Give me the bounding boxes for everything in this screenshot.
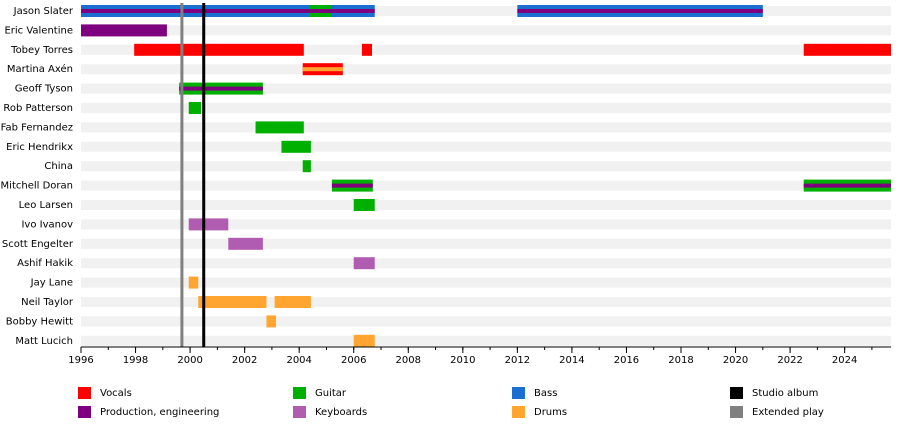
- period-bar: [274, 296, 311, 308]
- x-tick-label: 2024: [832, 355, 857, 366]
- secondary-stripe: [331, 183, 373, 188]
- member-name: Neil Taylor: [21, 297, 74, 308]
- x-tick-label: 2012: [505, 355, 530, 366]
- x-tick-label: 2002: [232, 355, 257, 366]
- period-bar: [803, 43, 891, 56]
- legend-label: Studio album: [752, 388, 818, 399]
- period-bar: [188, 102, 201, 114]
- row-band: [81, 161, 891, 172]
- legend-label: Drums: [534, 407, 567, 418]
- legend-swatch: [78, 387, 91, 399]
- period-bar: [134, 43, 304, 56]
- legend-swatch: [293, 387, 306, 399]
- period-bar: [266, 315, 276, 328]
- secondary-stripe: [179, 86, 263, 91]
- member-name: Geoff Tyson: [15, 84, 73, 95]
- x-tick-label: 2006: [341, 355, 366, 366]
- member-name: Mitchell Doran: [1, 181, 73, 192]
- legend-swatch: [293, 406, 306, 418]
- legend-swatch: [512, 406, 525, 418]
- row-band: [81, 200, 891, 210]
- member-name: Rob Patterson: [3, 103, 73, 114]
- member-name: Ivo Ivanov: [21, 219, 73, 230]
- row-band: [81, 122, 891, 133]
- x-tick-label: 2008: [396, 355, 421, 366]
- x-tick-label: 2020: [723, 355, 748, 366]
- legend-label: Vocals: [100, 388, 132, 399]
- row-band: [81, 335, 891, 346]
- member-name: Eric Hendrikx: [6, 142, 73, 153]
- row-band: [81, 277, 891, 288]
- row-band: [81, 219, 891, 230]
- secondary-stripe: [81, 9, 375, 13]
- row-band: [81, 238, 891, 249]
- x-tick-label: 2016: [614, 355, 639, 366]
- period-bar: [361, 43, 372, 56]
- period-bar: [302, 160, 311, 173]
- period-bar: [198, 296, 267, 308]
- legend-swatch: [730, 406, 743, 418]
- period-bar: [353, 257, 375, 270]
- member-name: Leo Larsen: [19, 200, 73, 211]
- period-bar: [188, 218, 229, 231]
- period-bar: [255, 121, 304, 134]
- legend-label: Keyboards: [315, 407, 367, 418]
- row-band: [81, 83, 891, 94]
- row-band: [81, 6, 891, 16]
- member-name: Fab Fernandez: [1, 122, 73, 133]
- member-name: Bobby Hewitt: [6, 316, 73, 327]
- row-band: [81, 103, 891, 113]
- period-bar: [188, 276, 199, 289]
- legend-label: Guitar: [315, 388, 347, 399]
- member-name: Martina Axén: [7, 63, 73, 75]
- x-tick-label: 1996: [68, 355, 93, 366]
- period-bar: [353, 334, 375, 347]
- legend-swatch: [512, 387, 525, 399]
- row-band: [81, 141, 891, 152]
- member-name: China: [44, 161, 73, 172]
- x-tick-label: 2018: [668, 355, 693, 366]
- legend-label: Extended play: [752, 407, 824, 418]
- member-name: Tobey Torres: [10, 45, 73, 56]
- period-bar: [353, 199, 375, 211]
- member-name: Matt Lucich: [15, 336, 73, 347]
- legend-swatch: [730, 387, 743, 399]
- row-band: [81, 180, 891, 191]
- x-tick-label: 2004: [286, 355, 311, 366]
- row-band: [81, 64, 891, 75]
- secondary-stripe: [803, 183, 891, 188]
- member-name: Scott Engelter: [2, 239, 74, 250]
- period-bar: [81, 24, 167, 37]
- legend-swatch: [78, 406, 91, 418]
- secondary-stripe: [302, 67, 343, 72]
- member-name: Eric Valentine: [4, 25, 73, 36]
- period-bar: [281, 140, 311, 153]
- row-band: [81, 297, 891, 307]
- x-tick-label: 2014: [559, 355, 584, 366]
- x-tick-label: 1998: [123, 355, 148, 366]
- period-bar: [228, 237, 263, 250]
- member-name: Jay Lane: [30, 278, 73, 289]
- secondary-stripe: [310, 9, 332, 13]
- row-band: [81, 258, 891, 269]
- legend-label: Bass: [534, 388, 557, 399]
- x-tick-label: 2000: [177, 355, 202, 366]
- row-band: [81, 316, 891, 327]
- member-name: Ashif Hakik: [17, 258, 73, 269]
- x-tick-label: 2010: [450, 355, 475, 366]
- row-band: [81, 44, 891, 55]
- secondary-stripe: [517, 9, 763, 13]
- member-name: Jason Slater: [13, 6, 74, 17]
- row-band: [81, 25, 891, 36]
- x-tick-label: 2022: [777, 355, 802, 366]
- legend-label: Production, engineering: [100, 407, 219, 418]
